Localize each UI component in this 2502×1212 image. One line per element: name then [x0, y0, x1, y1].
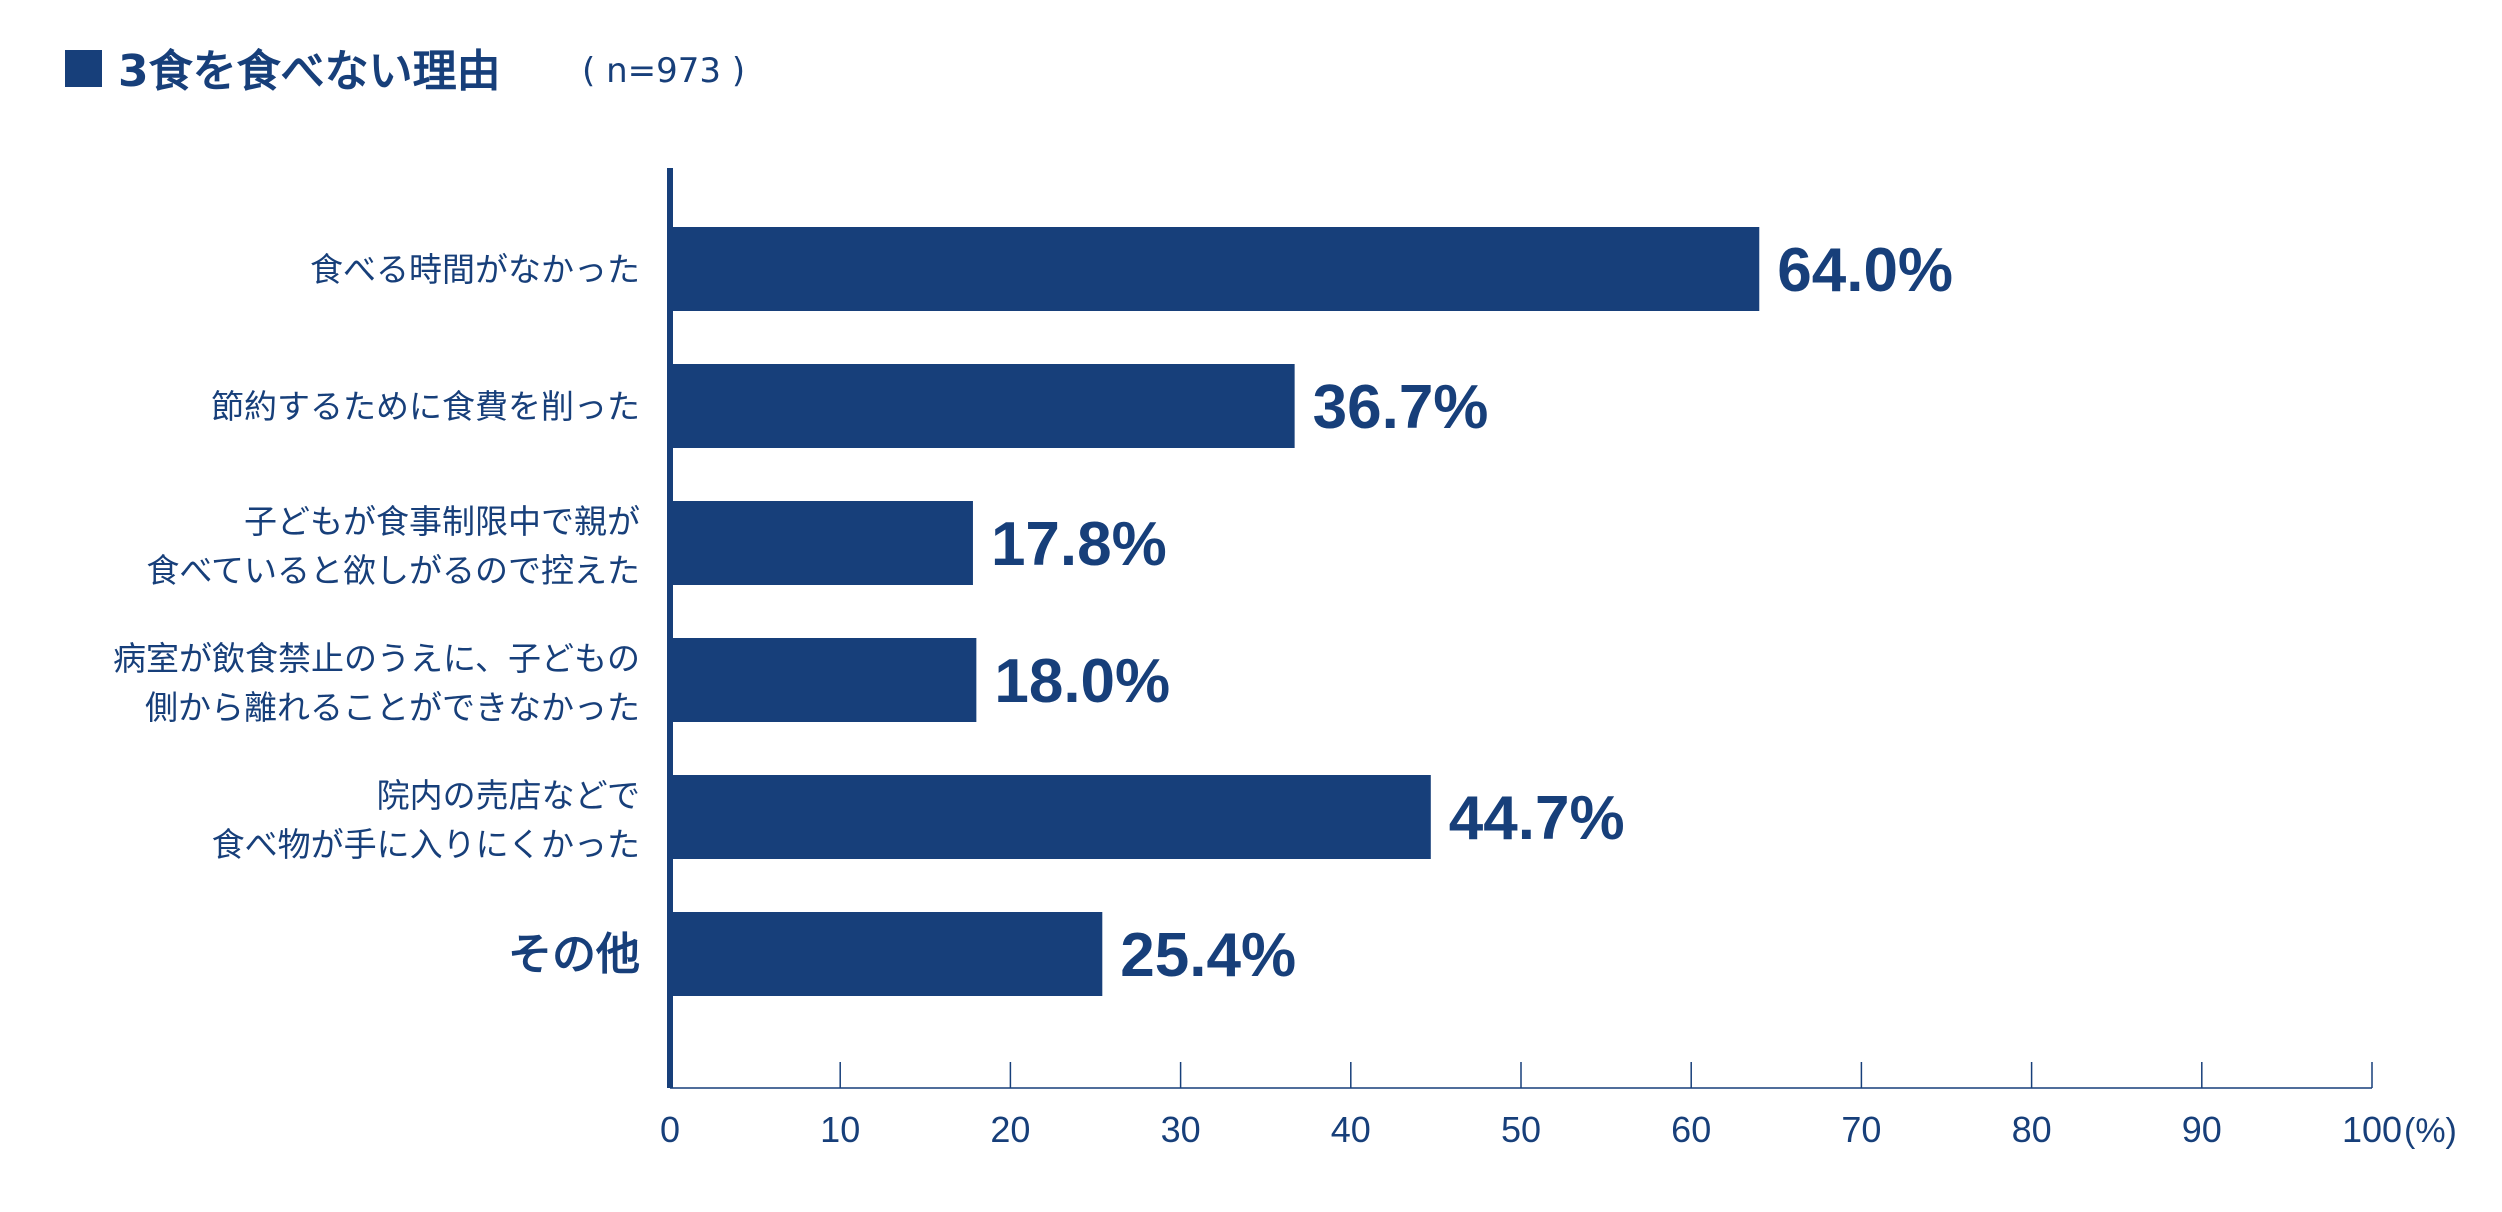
bar-3 [670, 638, 977, 722]
category-label-0-0: 食べる時間がなかった [310, 250, 640, 289]
category-label-4-1: 食べ物が手に入りにくかった [212, 825, 640, 864]
x-axis-unit: (%) [2404, 1112, 2457, 1150]
category-label-5-0: その他 [508, 929, 640, 980]
value-label-1: 36.7% [1313, 373, 1489, 442]
x-tick-label-3: 30 [1161, 1109, 1201, 1150]
category-label-3-0: 病室が飲食禁止のうえに、子どもの [113, 639, 640, 678]
bar-5 [670, 912, 1103, 996]
category-label-2-1: 食べていると欲しがるので控えた [146, 551, 640, 590]
x-tick-label-10: 100 [2342, 1109, 2402, 1150]
category-label-1-0: 節約するために食費を削った [211, 387, 640, 426]
x-tick-label-9: 90 [2182, 1109, 2222, 1150]
value-label-5: 25.4% [1120, 921, 1296, 990]
value-label-3: 18.0% [994, 647, 1170, 716]
value-label-4: 44.7% [1449, 784, 1625, 853]
category-label-4-0: 院内の売店などで [377, 776, 640, 815]
bar-4 [670, 775, 1431, 859]
category-label-2-0: 子どもが食事制限中で親が [244, 502, 640, 541]
plot-area: 64.0% 食べる時間がなかった 36.7% 節約するために食費を削った 17.8% 子ど… [113, 168, 2457, 1150]
chart-title: 3食を食べない理由 [118, 46, 501, 97]
x-tick-label-8: 80 [2012, 1109, 2052, 1150]
bar-1 [670, 364, 1295, 448]
x-tick-label-4: 40 [1331, 1109, 1371, 1150]
x-tick-label-5: 50 [1501, 1109, 1541, 1150]
title-square-icon [65, 50, 102, 87]
value-label-2: 17.8% [991, 510, 1167, 579]
x-tick-label-7: 70 [1841, 1109, 1881, 1150]
sample-size: ( n=973 ) [582, 51, 745, 91]
x-tick-label-1: 10 [820, 1109, 860, 1150]
bar-0 [670, 227, 1760, 311]
bar-2 [670, 501, 973, 585]
x-tick-label-6: 60 [1671, 1109, 1711, 1150]
value-label-0: 64.0% [1777, 236, 1953, 305]
x-tick-label-0: 0 [660, 1109, 680, 1150]
category-label-3-1: 側から離れることができなかった [145, 688, 640, 727]
x-tick-label-2: 20 [990, 1109, 1030, 1150]
